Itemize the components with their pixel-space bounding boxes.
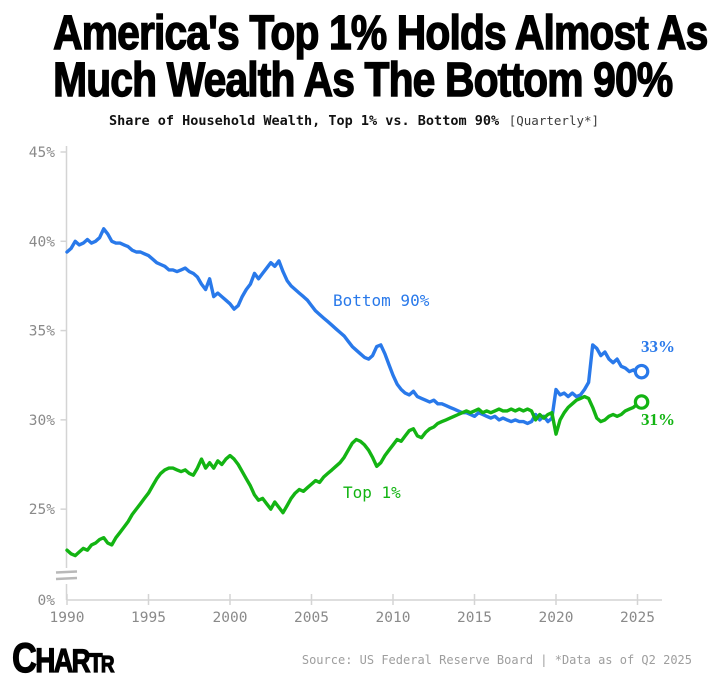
chartr-logo-letter: A xyxy=(53,641,74,679)
chartr-logo-letter: R xyxy=(71,642,91,679)
end-value-label-top-1: 31% xyxy=(641,410,675,429)
y-axis-zero-label: 0% xyxy=(38,593,56,609)
end-value-label-bottom-90: 33% xyxy=(641,337,675,356)
axis-break-mark xyxy=(55,570,78,574)
chart-subtitle: Share of Household Wealth, Top 1% vs. Bo… xyxy=(0,110,708,129)
chartr-logo-letter: T xyxy=(88,647,102,678)
series-endpoint-top-1- xyxy=(633,394,650,410)
x-axis-label: 1990 xyxy=(50,610,85,626)
x-axis-label: 2010 xyxy=(376,610,411,626)
page-title: America's Top 1% Holds Almost As Much We… xyxy=(0,7,708,107)
series-line-top-1- xyxy=(65,394,644,558)
y-axis-label: 40% xyxy=(29,234,55,250)
axis-break-mask xyxy=(58,568,75,584)
page-title-line-2: Much Wealth As The Bottom 90% xyxy=(53,54,674,107)
chart-subtitle-text: Share of Household Wealth, Top 1% vs. Bo… xyxy=(108,113,500,129)
x-axis-label: 2015 xyxy=(457,610,492,626)
chartr-logo: CHARTR xyxy=(12,634,115,681)
series-line-bottom-90- xyxy=(65,227,644,426)
series-label-top-1: Top 1% xyxy=(343,483,401,502)
chartr-logo-letter: H xyxy=(35,641,56,680)
page-title-line-1: America's Top 1% Holds Almost As xyxy=(53,7,708,60)
chartr-logo-letter: C xyxy=(12,634,38,681)
x-axis-label: 2000 xyxy=(213,610,248,626)
series-label-bottom-90: Bottom 90% xyxy=(333,291,430,310)
y-axis-label: 35% xyxy=(29,324,55,340)
x-axis-label: 2005 xyxy=(294,610,329,626)
x-axis-label: 1995 xyxy=(131,610,166,626)
axis-break-mark xyxy=(55,576,78,581)
x-axis-label: 2025 xyxy=(620,610,655,626)
y-axis-label: 45% xyxy=(29,145,55,161)
chart-subtitle-frequency-note: [Quarterly*] xyxy=(508,113,600,128)
x-axis-label: 2020 xyxy=(539,610,574,626)
series-endpoint-bottom-90- xyxy=(633,363,650,380)
chartr-logo-letter: R xyxy=(100,650,115,677)
y-axis-label: 30% xyxy=(29,413,55,429)
y-axis-label: 25% xyxy=(29,502,55,518)
source-attribution: Source: US Federal Reserve Board | *Data… xyxy=(301,653,692,667)
